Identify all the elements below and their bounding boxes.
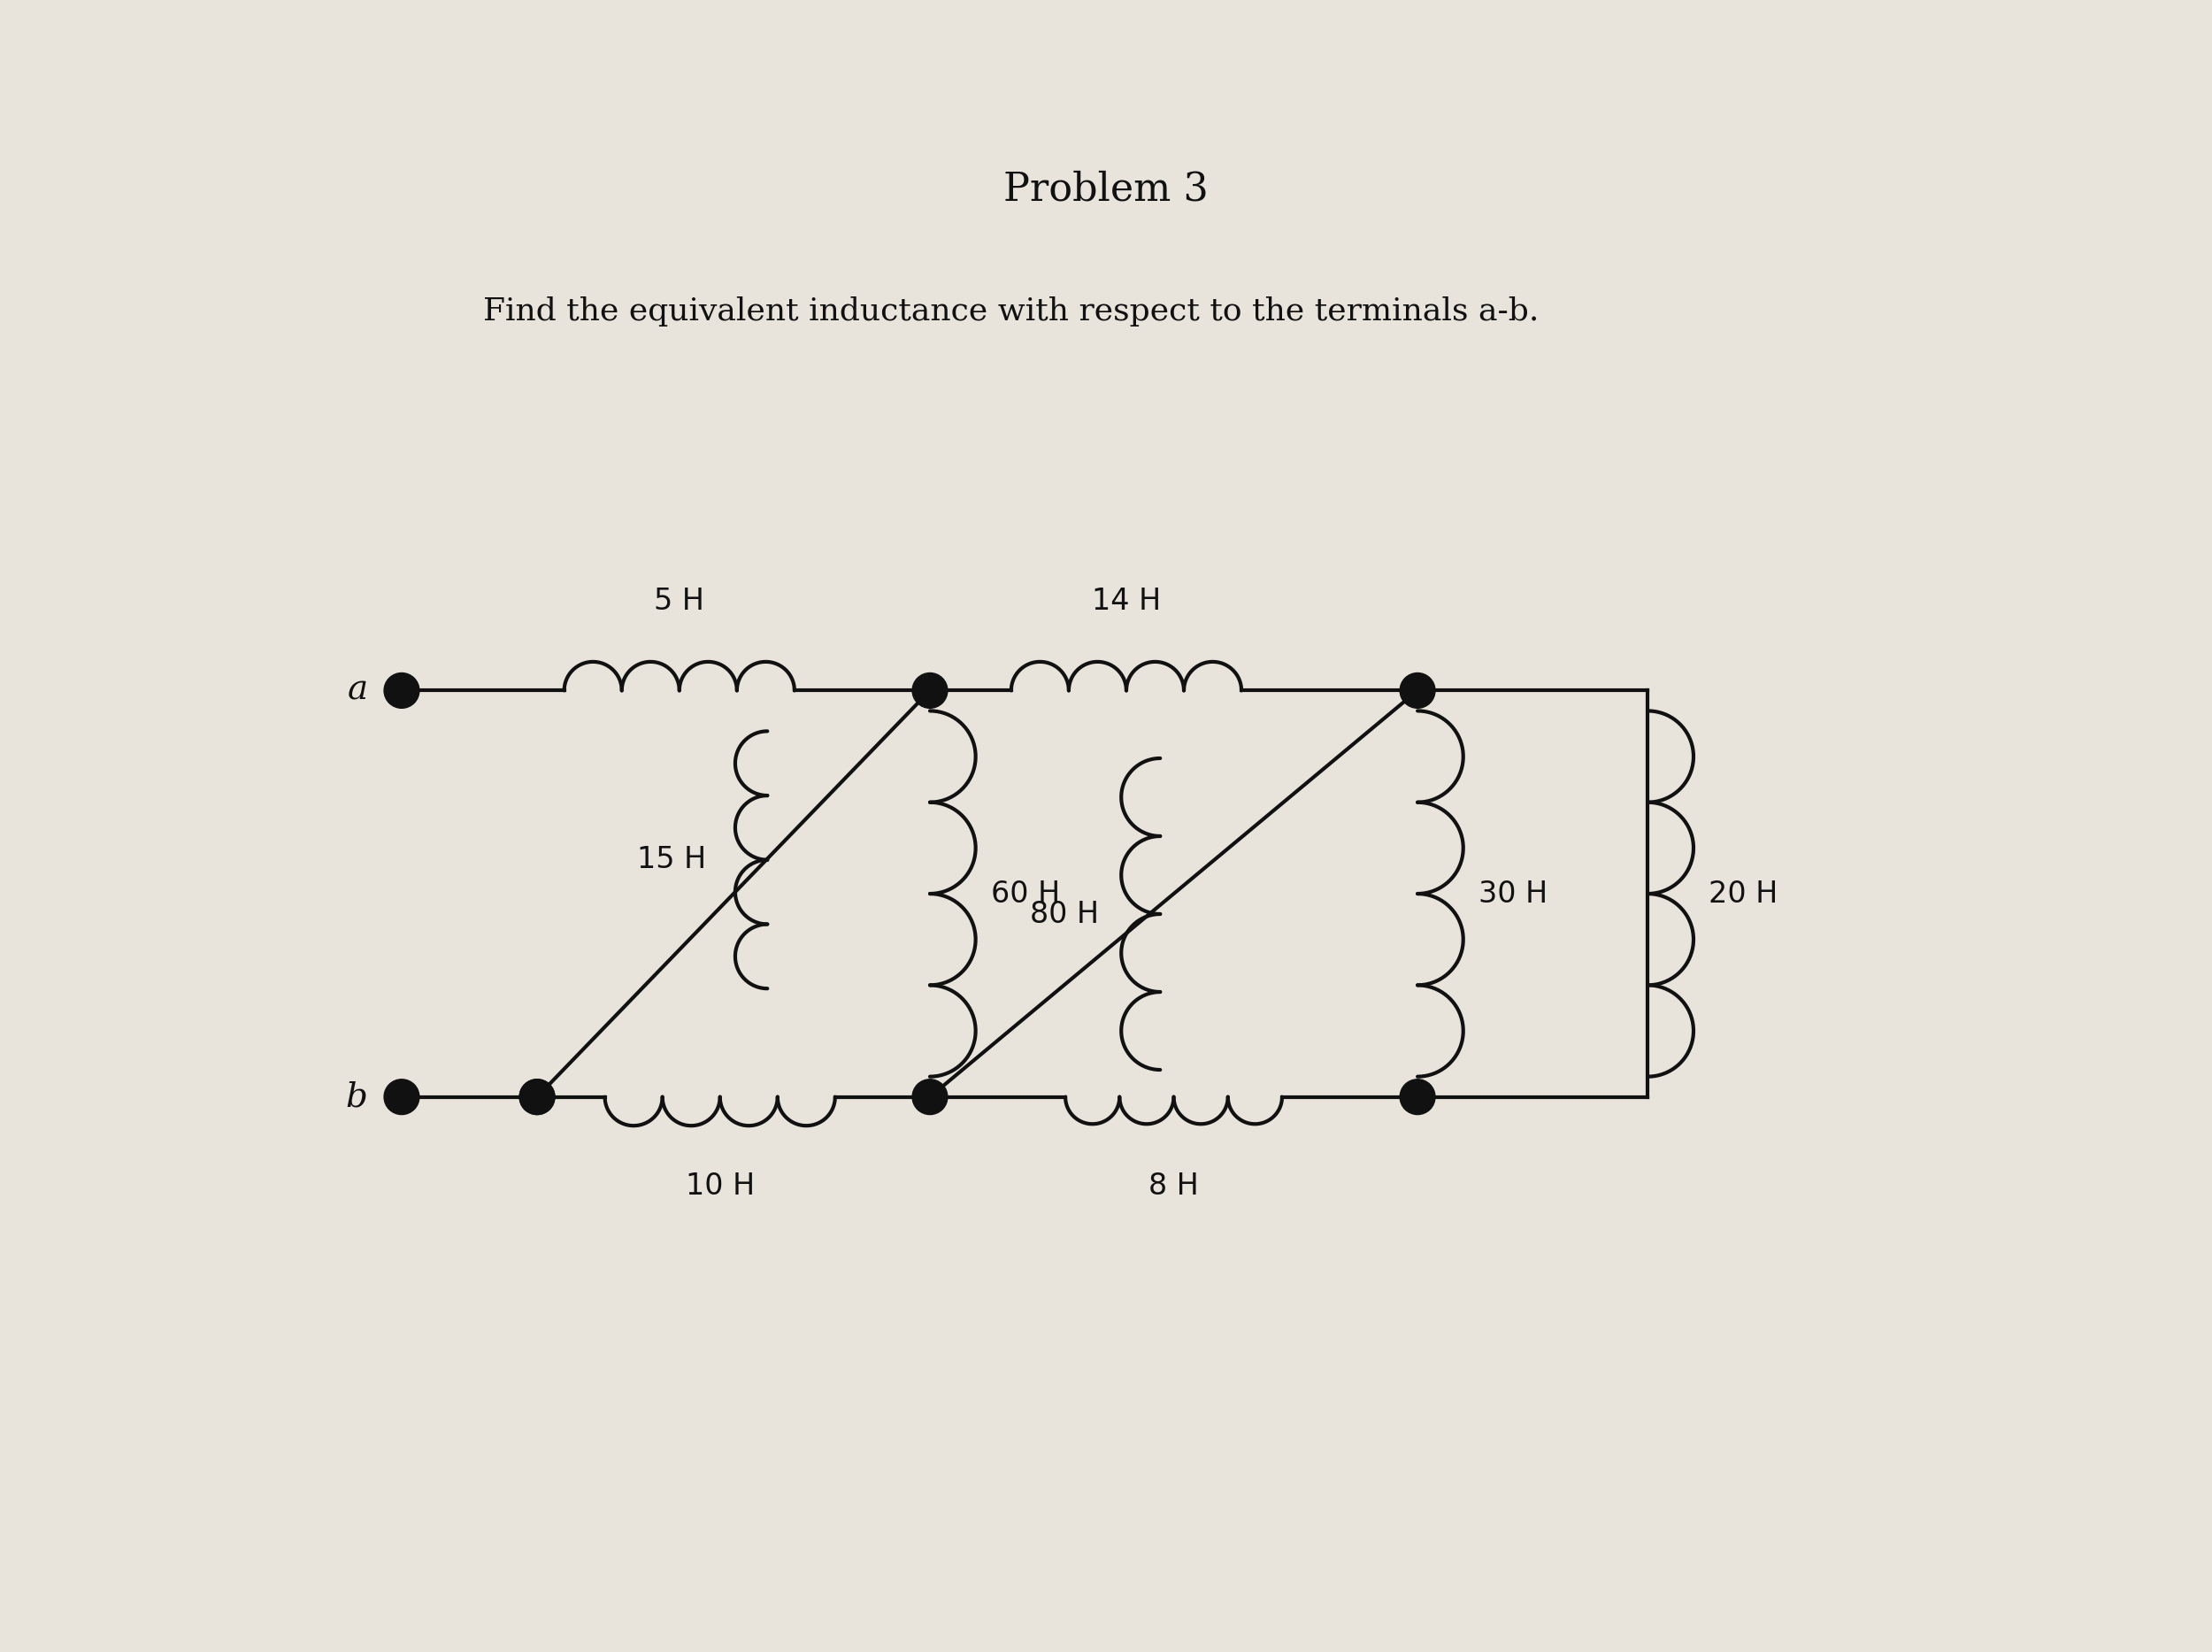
Text: 5 H: 5 H (655, 586, 703, 616)
Text: 8 H: 8 H (1148, 1171, 1199, 1201)
Circle shape (520, 1079, 555, 1115)
Circle shape (1400, 672, 1436, 709)
Text: 10 H: 10 H (686, 1171, 754, 1201)
Circle shape (385, 672, 420, 709)
Text: 20 H: 20 H (1708, 879, 1778, 909)
Text: a: a (347, 674, 367, 707)
Circle shape (911, 1079, 947, 1115)
Text: 60 H: 60 H (991, 879, 1060, 909)
Circle shape (385, 1079, 420, 1115)
Text: Find the equivalent inductance with respect to the terminals a-b.: Find the equivalent inductance with resp… (482, 296, 1540, 327)
Text: 14 H: 14 H (1093, 586, 1161, 616)
Text: 80 H: 80 H (1031, 899, 1099, 928)
Circle shape (911, 672, 947, 709)
Text: 15 H: 15 H (637, 846, 706, 874)
Circle shape (520, 1079, 555, 1115)
Text: Problem 3: Problem 3 (1004, 170, 1208, 208)
Text: 30 H: 30 H (1478, 879, 1548, 909)
Text: b: b (345, 1080, 367, 1113)
Circle shape (1400, 1079, 1436, 1115)
